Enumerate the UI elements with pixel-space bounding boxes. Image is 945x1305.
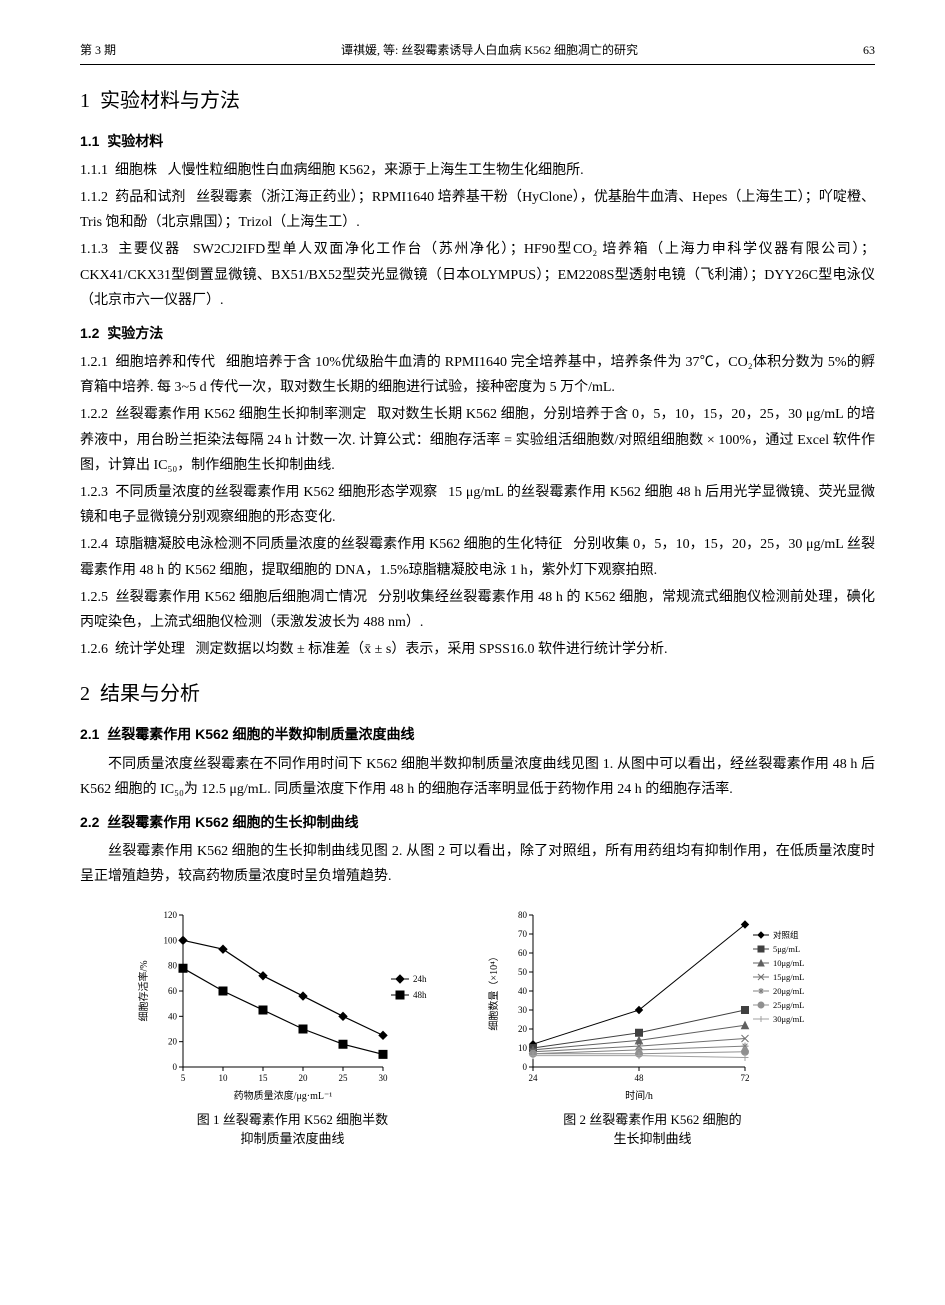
figure-1: 0 20 40 60 80 100 120 5 10 15 20 25 30 细胞存活率/% 药物质量浓度/… [133, 905, 453, 1147]
svg-text:72: 72 [740, 1073, 749, 1083]
svg-text:24h: 24h [413, 974, 427, 984]
item-1-2-6: 1.2.6 统计学处理 测定数据以均数 ± 标准差（x̄ ± s）表示，采用 S… [80, 637, 875, 662]
item-1-2-4: 1.2.4 琼脂糖凝胶电泳检测不同质量浓度的丝裂霉素作用 K562 细胞的生化特… [80, 532, 875, 582]
section-1-heading: 1 实验材料与方法 [80, 83, 875, 119]
svg-text:30: 30 [518, 1005, 528, 1015]
svg-text:48h: 48h [413, 990, 427, 1000]
svg-text:对照组: 对照组 [773, 930, 799, 940]
figure-2: 0 10 20 30 40 50 60 70 80 24 48 72 细胞数量（×10⁴） 时间/h 对照组… [483, 905, 823, 1147]
header-issue: 第 3 期 [80, 40, 116, 62]
svg-text:25: 25 [338, 1073, 348, 1083]
svg-text:80: 80 [518, 910, 528, 920]
svg-text:15μg/mL: 15μg/mL [773, 972, 804, 982]
svg-text:70: 70 [518, 929, 528, 939]
item-1-1-3: 1.1.3 主要仪器 SW2CJ2IFD型单人双面净化工作台（苏州净化）；HF9… [80, 237, 875, 313]
svg-text:24: 24 [528, 1073, 538, 1083]
svg-text:25μg/mL: 25μg/mL [773, 1000, 804, 1010]
figures-row: 02040608010012051015202530细胞存活率/%药物质量浓度/… [80, 905, 875, 1147]
svg-text:细胞存活率/%: 细胞存活率/% [137, 961, 150, 1022]
section-2-num: 2 [80, 683, 90, 705]
figure-1-chart: 0 20 40 60 80 100 120 5 10 15 20 25 30 细胞存活率/% 药物质量浓度/… [133, 905, 453, 1105]
svg-text:100: 100 [163, 936, 177, 946]
page-header: 第 3 期 谭祺媛, 等: 丝裂霉素诱导人白血病 K562 细胞凋亡的研究 63 [80, 40, 875, 65]
svg-text:药物质量浓度/μg·mL⁻¹: 药物质量浓度/μg·mL⁻¹ [233, 1089, 332, 1102]
svg-text:120: 120 [163, 910, 177, 920]
svg-text:20: 20 [168, 1037, 178, 1047]
svg-text:60: 60 [168, 986, 178, 996]
item-1-1-2: 1.1.2 药品和试剂 丝裂霉素（浙江海正药业）；RPMI1640 培养基干粉（… [80, 185, 875, 235]
svg-text:20μg/mL: 20μg/mL [773, 986, 804, 996]
svg-text:20: 20 [298, 1073, 308, 1083]
subsec-1-1-heading: 1.1 实验材料 [80, 129, 875, 154]
svg-text:30μg/mL: 30μg/mL [773, 1014, 804, 1024]
svg-text:30: 30 [378, 1073, 388, 1083]
svg-text:10: 10 [518, 1043, 528, 1053]
item-1-1-1: 1.1.1 细胞株 人慢性粒细胞性白血病细胞 K562，来源于上海生工生物生化细… [80, 158, 875, 183]
section-1-title: 实验材料与方法 [100, 90, 240, 112]
svg-text:48: 48 [634, 1073, 644, 1083]
subsec-1-2-heading: 1.2 实验方法 [80, 321, 875, 346]
svg-text:5μg/mL: 5μg/mL [773, 944, 800, 954]
svg-text:0: 0 [522, 1062, 527, 1072]
subsec-2-2-heading: 2.2 丝裂霉素作用 K562 细胞的生长抑制曲线 [80, 810, 875, 835]
para-2-2: 丝裂霉素作用 K562 细胞的生长抑制曲线见图 2. 从图 2 可以看出，除了对… [80, 839, 875, 889]
section-2-heading: 2 结果与分析 [80, 676, 875, 712]
header-title: 谭祺媛, 等: 丝裂霉素诱导人白血病 K562 细胞凋亡的研究 [116, 40, 863, 62]
section-2-title: 结果与分析 [100, 683, 200, 705]
svg-text:15: 15 [258, 1073, 268, 1083]
svg-text:0: 0 [172, 1062, 177, 1072]
svg-text:60: 60 [518, 948, 528, 958]
section-1-num: 1 [80, 90, 90, 112]
item-1-2-3: 1.2.3 不同质量浓度的丝裂霉素作用 K562 细胞形态学观察 15 μg/m… [80, 480, 875, 530]
item-1-2-2: 1.2.2 丝裂霉素作用 K562 细胞生长抑制率测定 取对数生长期 K562 … [80, 402, 875, 478]
figure-2-caption: 图 2 丝裂霉素作用 K562 细胞的 生长抑制曲线 [483, 1111, 823, 1147]
subsec-2-1-heading: 2.1 丝裂霉素作用 K562 细胞的半数抑制质量浓度曲线 [80, 722, 875, 747]
figure-1-caption: 图 1 丝裂霉素作用 K562 细胞半数 抑制质量浓度曲线 [133, 1111, 453, 1147]
svg-text:80: 80 [168, 961, 178, 971]
item-1-2-1: 1.2.1 细胞培养和传代 细胞培养于含 10%优级胎牛血清的 RPMI1640… [80, 350, 875, 400]
figure-2-chart: 0 10 20 30 40 50 60 70 80 24 48 72 细胞数量（×10⁴） 时间/h 对照组… [483, 905, 823, 1105]
svg-text:10μg/mL: 10μg/mL [773, 958, 804, 968]
svg-text:时间/h: 时间/h [625, 1089, 653, 1102]
item-1-2-5: 1.2.5 丝裂霉素作用 K562 细胞后细胞凋亡情况 分别收集经丝裂霉素作用 … [80, 585, 875, 635]
para-2-1: 不同质量浓度丝裂霉素在不同作用时间下 K562 细胞半数抑制质量浓度曲线见图 1… [80, 752, 875, 802]
svg-text:10: 10 [218, 1073, 228, 1083]
svg-text:20: 20 [518, 1024, 528, 1034]
svg-text:细胞数量（×10⁴）: 细胞数量（×10⁴） [487, 952, 500, 1031]
header-page-number: 63 [863, 40, 875, 62]
svg-text:50: 50 [518, 967, 528, 977]
svg-text:5: 5 [180, 1073, 185, 1083]
svg-text:40: 40 [168, 1012, 178, 1022]
svg-text:40: 40 [518, 986, 528, 996]
